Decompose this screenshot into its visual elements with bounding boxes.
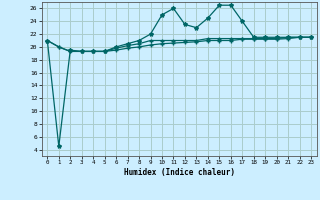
X-axis label: Humidex (Indice chaleur): Humidex (Indice chaleur): [124, 168, 235, 177]
